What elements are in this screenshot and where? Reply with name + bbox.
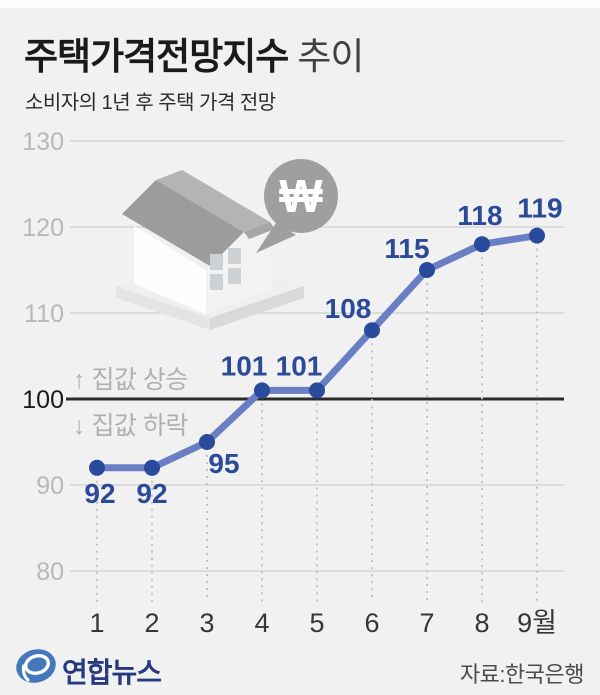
house-roof-back bbox=[156, 170, 270, 232]
data-point bbox=[364, 322, 380, 339]
data-label: 118 bbox=[457, 200, 502, 231]
data-label: 115 bbox=[384, 233, 429, 264]
data-point bbox=[254, 382, 270, 399]
yonhap-logo-icon bbox=[16, 649, 56, 683]
x-tick-label: 2 bbox=[144, 608, 159, 638]
page-title: 주택가격전망지수 추이 bbox=[24, 26, 364, 80]
y-tick-label: 130 bbox=[22, 128, 64, 156]
y-tick-label: 120 bbox=[22, 214, 64, 242]
house-roof-front bbox=[122, 180, 244, 266]
annotation-price-rise: ↑ 집값 상승 bbox=[73, 366, 188, 394]
data-label: 92 bbox=[136, 478, 167, 509]
source-credit: 자료:한국은행 bbox=[459, 662, 585, 687]
y-tick-label: 90 bbox=[36, 472, 64, 500]
title-sub: 추이 bbox=[297, 36, 364, 77]
data-point bbox=[144, 459, 160, 476]
data-label: 101 bbox=[221, 350, 268, 381]
x-tick-label: 6 bbox=[364, 608, 379, 638]
data-point bbox=[474, 236, 490, 253]
x-tick-label: 1 bbox=[89, 608, 104, 638]
y-tick-label: 110 bbox=[24, 300, 64, 328]
x-tick-label: 8 bbox=[474, 608, 489, 638]
data-label: 108 bbox=[325, 293, 372, 324]
bubble-tail bbox=[256, 223, 296, 253]
x-tick-label: 4 bbox=[254, 608, 269, 638]
house-wall-left bbox=[134, 226, 206, 314]
annotation-price-fall: ↓ 집값 하락 bbox=[73, 412, 188, 440]
title-main: 주택가격전망지수 bbox=[24, 36, 289, 77]
data-label: 119 bbox=[517, 193, 562, 224]
x-tick-label: 7 bbox=[419, 608, 434, 638]
top-margin-strip bbox=[0, 0, 600, 8]
y-tick-label: 100 bbox=[22, 386, 64, 414]
house-base-right bbox=[210, 286, 304, 330]
data-label: 95 bbox=[208, 448, 239, 479]
logo-ellipse bbox=[16, 649, 56, 683]
won-speech-bubble-icon: ₩ bbox=[256, 159, 338, 253]
data-point bbox=[89, 459, 105, 476]
house-window bbox=[210, 248, 241, 290]
data-point bbox=[309, 382, 325, 399]
bubble-circle bbox=[264, 159, 338, 233]
data-point bbox=[529, 227, 545, 244]
x-tick-label: 5 bbox=[309, 608, 324, 638]
won-symbol: ₩ bbox=[279, 170, 323, 222]
data-label: 92 bbox=[84, 478, 115, 509]
y-tick-label: 80 bbox=[36, 558, 64, 586]
logo-ring bbox=[23, 654, 51, 675]
data-label: 101 bbox=[276, 350, 323, 381]
x-tick-label: 9월 bbox=[517, 608, 557, 638]
data-point bbox=[419, 262, 435, 278]
x-tick-label: 3 bbox=[199, 608, 214, 638]
house-roof-edge bbox=[244, 222, 275, 239]
brand-name: 연합뉴스 bbox=[62, 657, 162, 688]
logo-tail bbox=[21, 664, 30, 682]
data-point bbox=[199, 434, 215, 450]
house-icon bbox=[116, 170, 304, 330]
house-base-left bbox=[116, 286, 210, 330]
page-subtitle: 소비자의 1년 후 주택 가격 전망 bbox=[25, 92, 276, 114]
